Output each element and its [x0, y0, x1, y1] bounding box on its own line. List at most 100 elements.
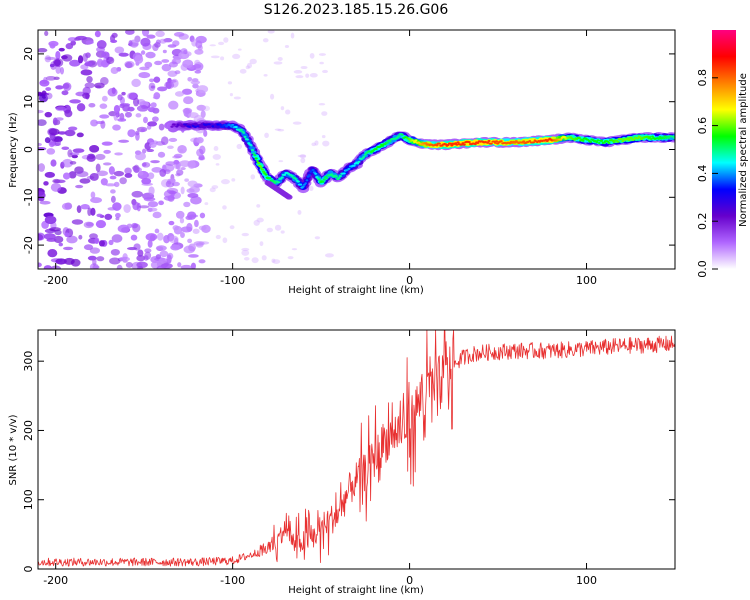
- noise-blob: [231, 178, 236, 182]
- noise-blob: [141, 177, 152, 185]
- noise-blob: [55, 258, 67, 265]
- noise-blob: [293, 70, 303, 74]
- noise-blob: [261, 255, 267, 261]
- spectrogram-y-tick-label: 10: [22, 95, 35, 109]
- noise-blob: [90, 191, 96, 199]
- noise-blob: [194, 219, 199, 228]
- ridge-cell: [221, 125, 225, 129]
- noise-blob: [109, 257, 121, 265]
- noise-blob: [291, 248, 298, 251]
- noise-blob: [112, 124, 121, 131]
- noise-blob: [58, 242, 63, 247]
- noise-blob: [305, 73, 310, 78]
- noise-blob: [145, 51, 156, 59]
- noise-blob: [138, 171, 144, 176]
- noise-blob: [188, 254, 199, 258]
- noise-blob: [69, 59, 81, 67]
- noise-blob: [90, 119, 98, 127]
- noise-blob: [151, 167, 163, 173]
- ridge-cell: [335, 175, 339, 178]
- ridge-cell: [253, 154, 257, 157]
- ridge-cell: [243, 135, 247, 138]
- noise-blob: [264, 132, 269, 139]
- noise-blob: [62, 83, 70, 89]
- noise-blob: [101, 95, 108, 102]
- noise-blob: [132, 201, 140, 211]
- ridge-cell: [342, 172, 346, 175]
- noise-blob: [182, 59, 194, 69]
- noise-blob: [186, 188, 195, 194]
- noise-blob: [183, 201, 191, 208]
- ridge-cell: [230, 125, 233, 128]
- noise-blob: [71, 219, 84, 225]
- noise-blob: [180, 232, 185, 238]
- ridge-cell: [657, 137, 661, 140]
- ridge-cell: [462, 143, 466, 146]
- noise-blob: [153, 76, 161, 83]
- noise-blob: [113, 181, 120, 188]
- ridge-cell: [487, 139, 491, 142]
- noise-blob: [58, 47, 65, 52]
- noise-blob: [263, 73, 268, 77]
- ridge-cell: [616, 140, 620, 143]
- noise-blob: [127, 129, 136, 138]
- noise-blob: [61, 146, 70, 151]
- noise-blob: [152, 211, 162, 219]
- noise-blob: [119, 177, 127, 185]
- noise-blob: [149, 141, 157, 148]
- ridge-cell: [256, 160, 259, 163]
- ridge-cell: [620, 137, 623, 141]
- noise-blob: [195, 40, 203, 49]
- ridge-cell: [408, 138, 412, 141]
- noise-blob: [188, 243, 196, 252]
- ridge-cell: [589, 140, 592, 143]
- noise-blob: [256, 204, 261, 208]
- noise-blob: [78, 234, 83, 240]
- ridge-cell: [260, 168, 264, 171]
- noise-blob: [324, 253, 334, 258]
- noise-blob: [110, 67, 119, 75]
- noise-blob: [83, 221, 94, 229]
- noise-blob: [72, 148, 85, 153]
- noise-blob: [278, 160, 284, 163]
- noise-blob: [69, 160, 77, 165]
- noise-blob: [45, 56, 57, 61]
- noise-blob: [44, 215, 57, 225]
- noise-blob: [311, 142, 317, 147]
- ridge-cell: [513, 141, 517, 144]
- noise-blob: [309, 72, 318, 78]
- ridge-cell: [290, 174, 294, 178]
- noise-blob: [292, 121, 302, 125]
- noise-blob: [110, 189, 116, 194]
- noise-blob: [173, 226, 183, 235]
- spectrogram-y-tick-label: 20: [22, 47, 35, 61]
- noise-blob: [140, 50, 146, 55]
- noise-blob: [194, 70, 202, 74]
- noise-blob: [111, 32, 118, 38]
- noise-blob: [137, 249, 144, 257]
- noise-blob: [187, 211, 197, 220]
- noise-blob: [38, 163, 46, 172]
- ridge-cell: [218, 123, 222, 126]
- noise-blob: [99, 103, 108, 109]
- noise-blob: [271, 258, 276, 263]
- noise-blob: [43, 265, 53, 269]
- noise-blob: [104, 213, 113, 221]
- noise-blob: [233, 96, 241, 100]
- noise-blob: [76, 132, 84, 138]
- noise-blob: [198, 259, 206, 264]
- spectrogram-x-tick-label: 100: [576, 274, 597, 287]
- noise-blob: [87, 207, 92, 217]
- noise-blob: [321, 135, 326, 139]
- noise-blob: [68, 171, 77, 179]
- noise-blob: [125, 262, 133, 268]
- noise-blob: [55, 106, 67, 112]
- noise-blob: [50, 182, 62, 192]
- ridge-cell: [649, 137, 653, 140]
- noise-blob: [157, 151, 166, 158]
- noise-blob: [190, 80, 201, 85]
- noise-blob: [95, 220, 107, 229]
- noise-blob: [109, 175, 117, 180]
- noise-blob: [45, 92, 53, 100]
- noise-blob: [107, 87, 118, 97]
